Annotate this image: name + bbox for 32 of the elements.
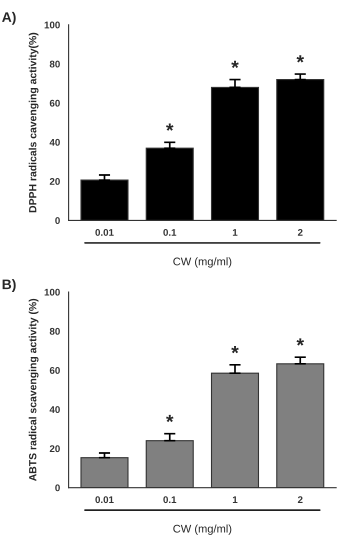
text: A) bbox=[2, 12, 16, 25]
x-tick-label: 0.1 bbox=[163, 496, 176, 504]
y-tick-label: 60 bbox=[50, 367, 60, 374]
y-tick-label: 0 bbox=[55, 217, 60, 224]
y-tick-label: 100 bbox=[44, 288, 60, 296]
y-tick-label: 40 bbox=[50, 406, 60, 414]
y-tick-label: 100 bbox=[44, 22, 60, 28]
y-axis-title: ABTS radical scavenging activity (%) bbox=[28, 298, 38, 482]
x-tick-label: 0.01 bbox=[95, 228, 114, 236]
annotation: * bbox=[166, 124, 174, 131]
text: B) bbox=[2, 279, 16, 292]
x-tick-label: 1 bbox=[232, 496, 238, 504]
x-tick-label: 2 bbox=[298, 228, 303, 236]
y-axis-title: DPPH radicals cavenging activity(%) bbox=[28, 32, 38, 212]
x-axis-title: CW (mg/ml) bbox=[173, 524, 232, 535]
x-axis-title: CW (mg/ml) bbox=[173, 257, 232, 268]
annotation: * bbox=[231, 60, 239, 68]
annotation: * bbox=[166, 414, 174, 422]
x-tick-label: 0.1 bbox=[163, 228, 176, 236]
y-tick-label: 0 bbox=[55, 484, 60, 492]
x-tick-label: 1 bbox=[232, 229, 238, 236]
y-tick-label: 80 bbox=[50, 328, 60, 335]
y-tick-label: 20 bbox=[50, 445, 60, 452]
y-tick-label: 40 bbox=[50, 138, 60, 146]
annotation: * bbox=[296, 55, 304, 63]
y-tick-label: 60 bbox=[50, 100, 60, 107]
y-tick-label: 20 bbox=[50, 178, 60, 185]
annotation: * bbox=[231, 346, 239, 354]
x-tick-label: 2 bbox=[298, 496, 303, 504]
x-tick-label: 0.01 bbox=[95, 496, 114, 504]
annotation: * bbox=[296, 338, 304, 346]
y-tick-label: 80 bbox=[50, 60, 60, 68]
